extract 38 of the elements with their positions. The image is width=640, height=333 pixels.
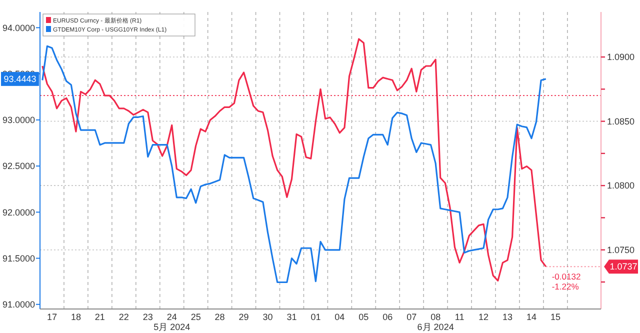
- x-tick-label: 05: [358, 312, 369, 322]
- y2-tick-label: 1.0800: [607, 180, 635, 191]
- x-tick-label: 13: [502, 312, 513, 322]
- y-tick-label: 91.5000: [2, 253, 35, 264]
- y-tick-label: 91.0000: [2, 300, 35, 310]
- data-label: 1.0737: [610, 262, 638, 272]
- x-tick-label: 24: [166, 312, 177, 322]
- x-tick-label: 29: [238, 312, 249, 322]
- x-tick-label: 04: [334, 312, 345, 322]
- text: 93.4443: [4, 74, 36, 84]
- text: 5月 2024: [154, 322, 190, 332]
- x-tick-label: 23: [142, 312, 153, 322]
- x-tick-label: 11: [454, 312, 464, 322]
- x-tick-label: 28: [214, 312, 225, 322]
- x-tick-label: 18: [70, 312, 81, 322]
- annotation: -1.22%: [552, 282, 580, 292]
- x-tick-label: 14: [526, 312, 536, 322]
- y-tick-label: 92.5000: [2, 161, 35, 172]
- y2-tick-label: 1.0850: [607, 116, 635, 126]
- x-tick-label: 17: [46, 312, 57, 322]
- x-tick-label: 22: [118, 312, 129, 322]
- x-tick-label: 31: [286, 312, 297, 322]
- x-tick-label: 25: [190, 312, 201, 322]
- y-tick-label: 93.0000: [2, 115, 35, 126]
- annotation: -0.0132: [552, 272, 581, 282]
- x-tick-label: 07: [406, 312, 417, 322]
- x-tick-label: 30: [262, 312, 273, 322]
- x-tick-label: 01: [310, 312, 321, 322]
- x-tick-label: 15: [550, 312, 560, 322]
- x-tick-label: 08: [430, 312, 441, 322]
- y2-tick-label: 1.0900: [607, 52, 635, 62]
- x-tick-label: 21: [94, 312, 105, 322]
- y2-tick-label: 1.0750: [607, 245, 635, 256]
- y-tick-label: 94.0000: [2, 22, 35, 33]
- text: 6月 2024: [417, 322, 454, 332]
- x-tick-label: 12: [478, 312, 489, 322]
- y-tick-label: 92.0000: [2, 207, 35, 218]
- x-tick-label: 06: [382, 312, 393, 322]
